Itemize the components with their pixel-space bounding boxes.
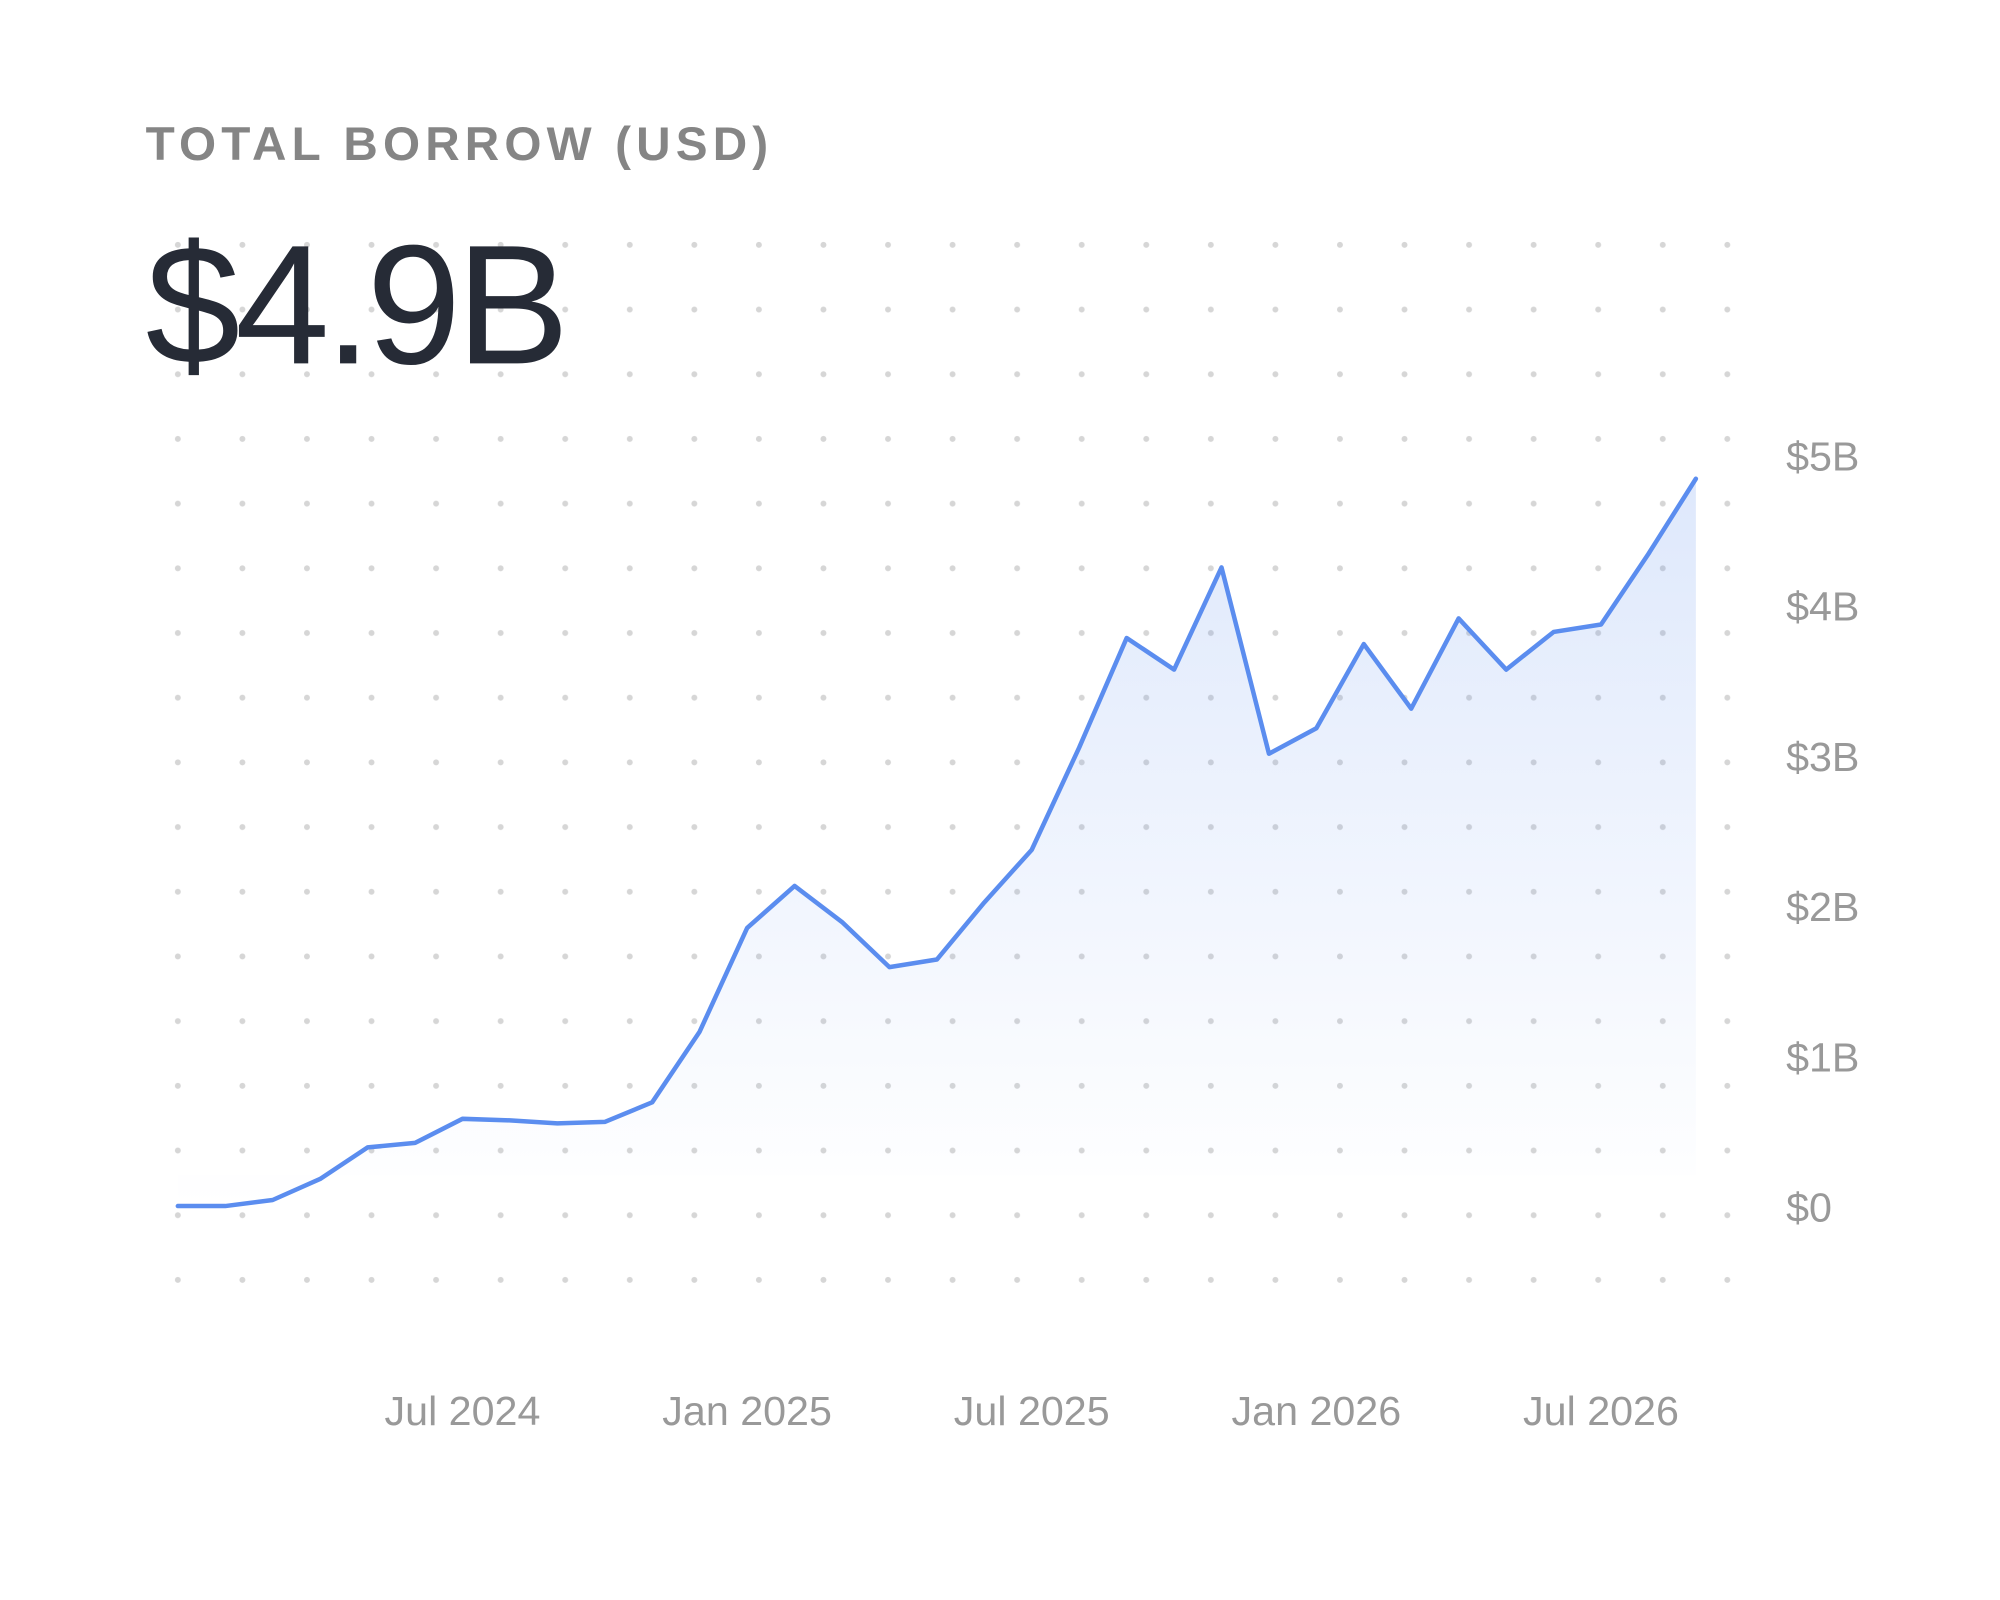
line bbox=[175, 476, 1699, 1209]
area-fill bbox=[177, 478, 1696, 1207]
chart-title: TOTAL BORROW (USD) bbox=[146, 118, 774, 171]
x-tick-label: Jul 2024 bbox=[385, 1388, 541, 1434]
y-tick-label: $4B bbox=[1786, 584, 1859, 630]
y-tick-label: $5B bbox=[1786, 433, 1859, 479]
x-tick-label: Jan 2026 bbox=[1232, 1388, 1402, 1434]
x-tick-label: Jul 2025 bbox=[954, 1388, 1110, 1434]
x-tick-label: Jan 2025 bbox=[662, 1388, 832, 1434]
y-tick-label: $2B bbox=[1786, 884, 1859, 930]
y-tick-label: $0 bbox=[1786, 1185, 1832, 1231]
y-tick-label: $3B bbox=[1786, 734, 1859, 780]
y-tick-label: $1B bbox=[1786, 1034, 1859, 1080]
x-tick-label: Jul 2026 bbox=[1523, 1388, 1679, 1434]
headline-value: $4.9B bbox=[146, 210, 565, 400]
